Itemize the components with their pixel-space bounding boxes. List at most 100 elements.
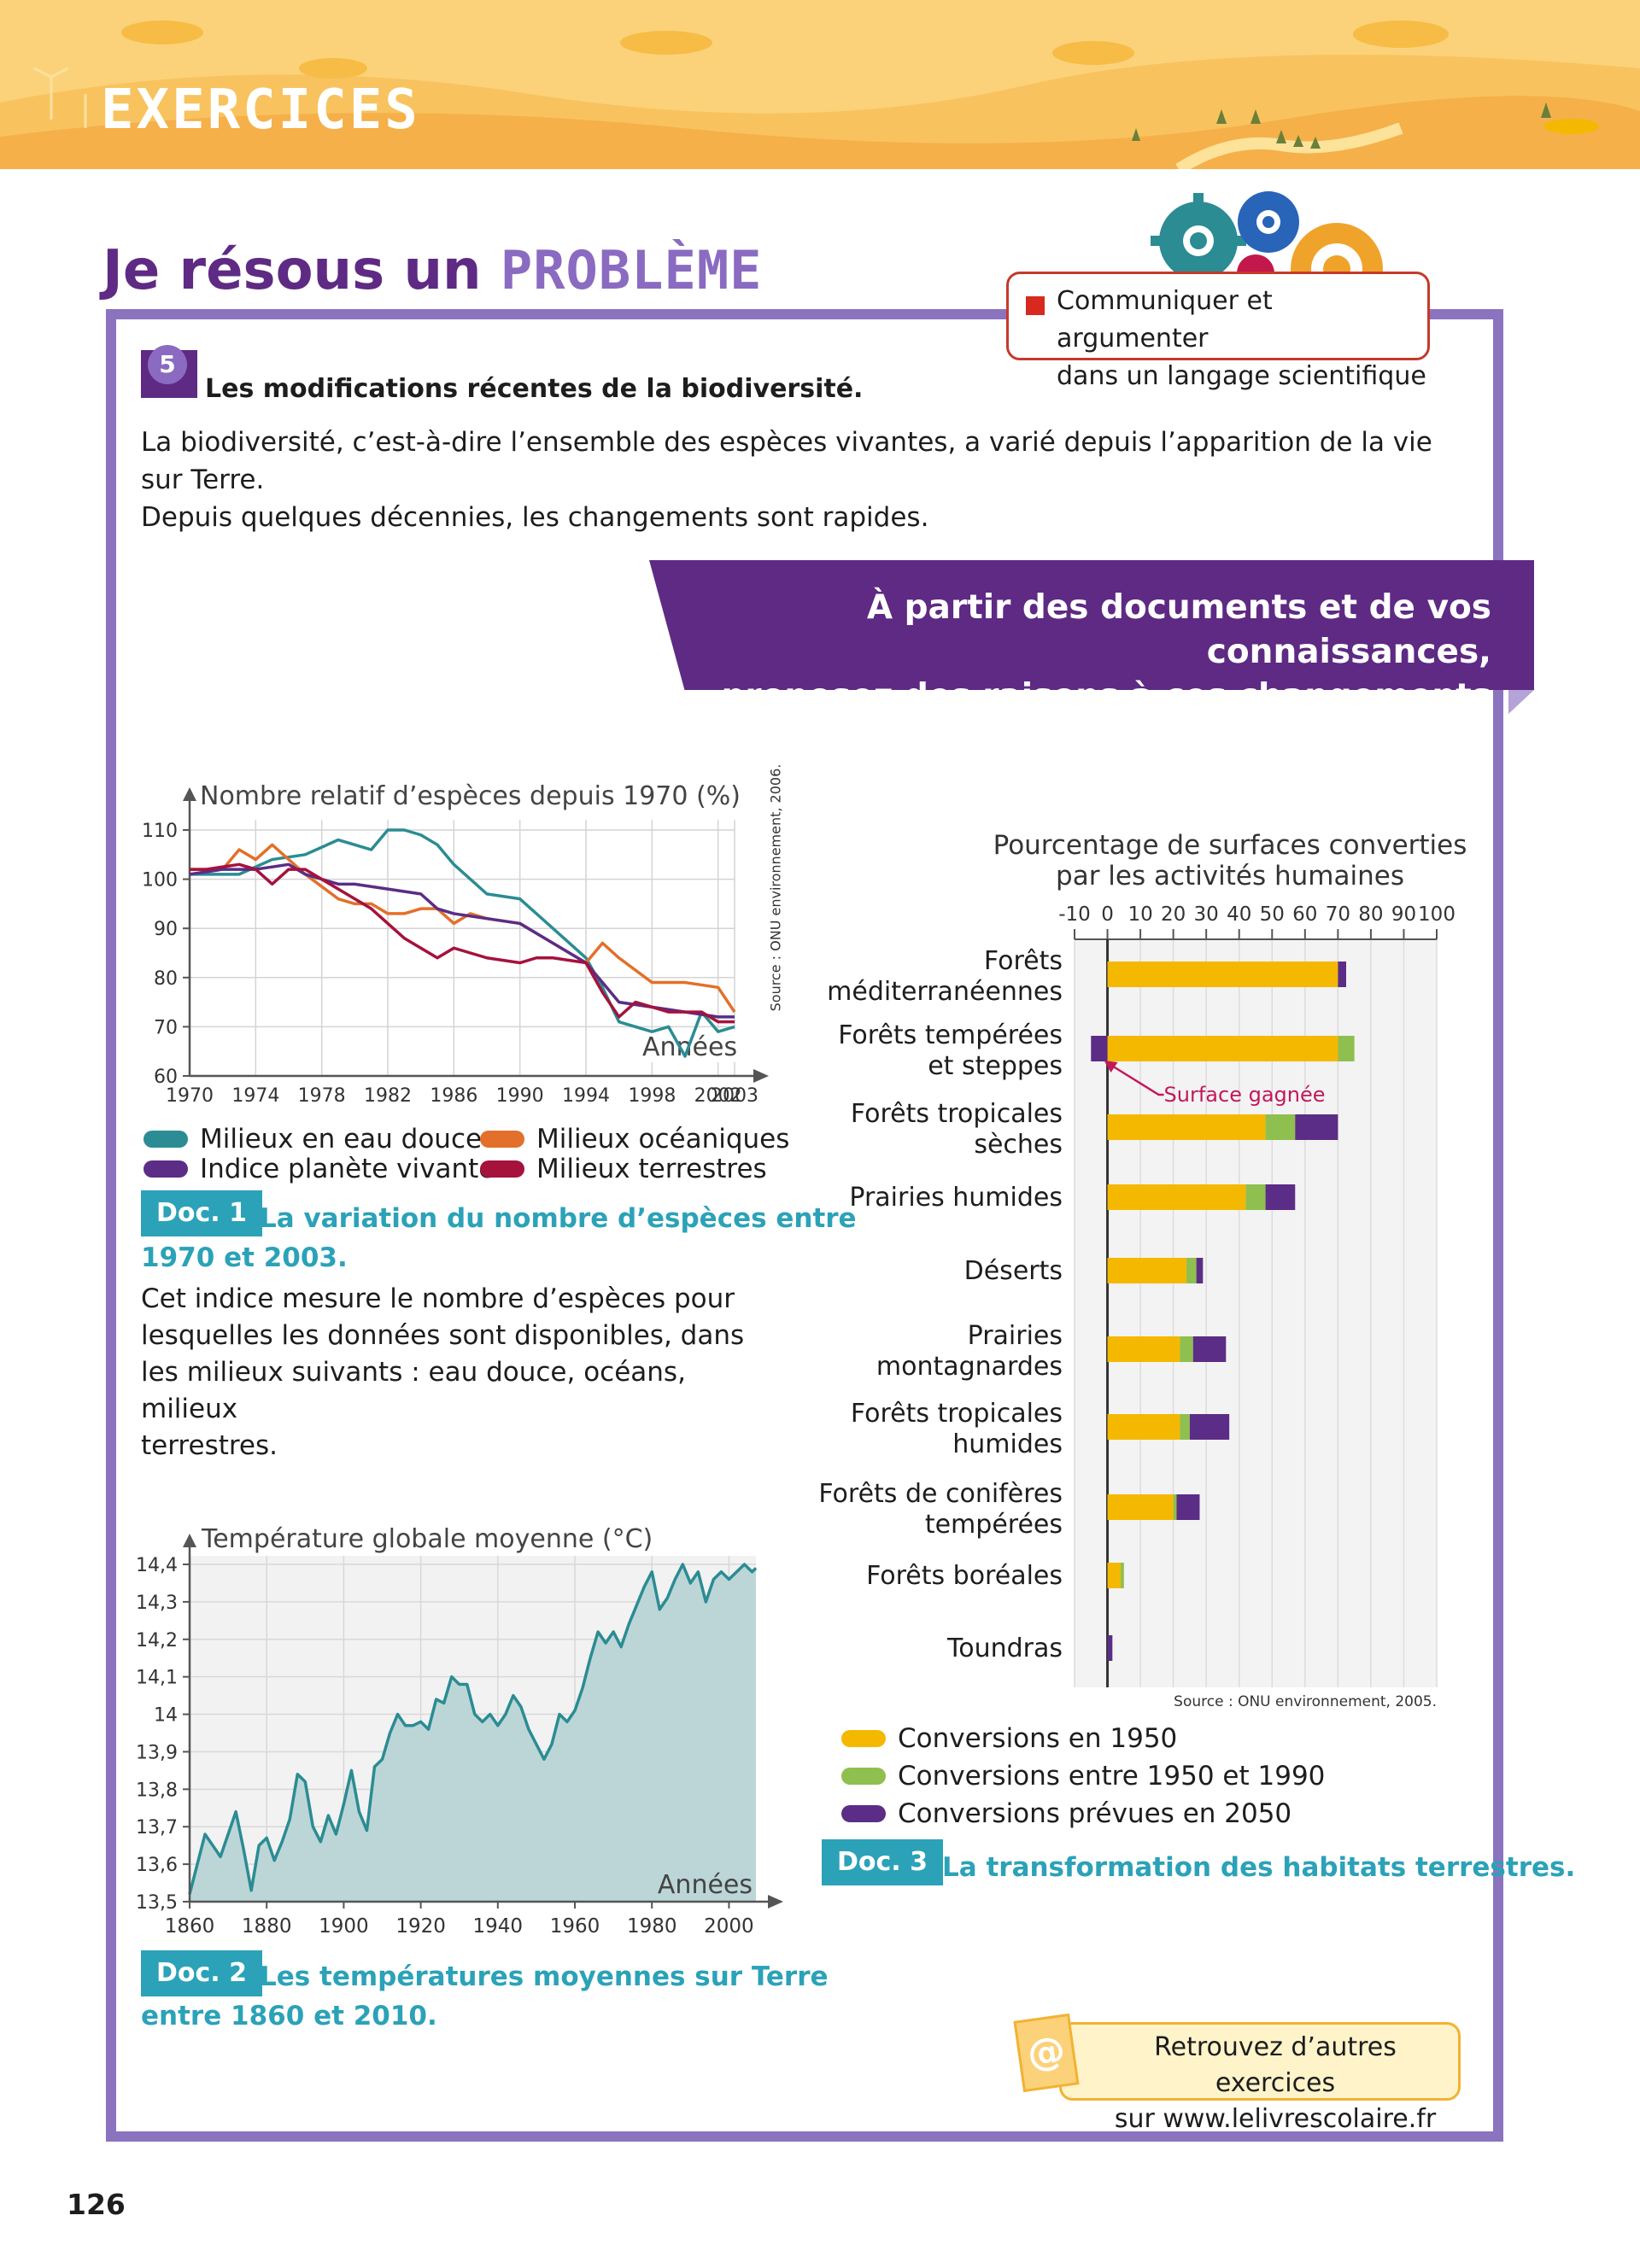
y-tick-label: 14 (154, 1705, 178, 1727)
task-banner: À partir des documents et de vos connais… (649, 560, 1534, 690)
bar-segment-0 (1107, 962, 1338, 987)
legend-swatch-freshwater (144, 1131, 188, 1148)
website-callout[interactable]: Retrouvez d’autres exercices sur www.lel… (1059, 2022, 1461, 2134)
category-label: humides (952, 1429, 1063, 1459)
doc3-label: Doc. 3 (822, 1839, 944, 1885)
doc1-text: Cet indice mesure le nombre d’espèces po… (141, 1281, 773, 1464)
y-tick-label: 70 (154, 1017, 178, 1038)
category-label: Forêts tempérées (838, 1020, 1063, 1050)
category-label: sèches (974, 1130, 1063, 1160)
x-tick-label: 1880 (242, 1915, 292, 1938)
bar-segment-0 (1107, 1114, 1266, 1140)
x-tick-label: 50 (1260, 903, 1285, 926)
bar-segment-1 (1186, 1258, 1197, 1283)
legend-swatch-1950-1990 (841, 1768, 886, 1785)
x-tick-label: 1982 (364, 1085, 412, 1107)
exercise-intro: La biodiversité, c’est-à-dire l’ensemble… (141, 424, 1473, 536)
y-axis-title: Température globale moyenne (°C) (201, 1524, 653, 1554)
x-tick-label: 1920 (395, 1915, 446, 1938)
y-tick-label: 13,8 (137, 1780, 178, 1801)
category-label: méditerranéennes (827, 977, 1063, 1007)
legend-label-2050: Conversions prévues en 2050 (898, 1798, 1292, 1829)
y-axis-arrow (183, 1534, 196, 1547)
x-axis-title: Années (658, 1870, 753, 1900)
legend-swatch-ocean (480, 1131, 524, 1148)
y-axis-arrow (183, 787, 196, 801)
y-tick-label: 80 (154, 968, 178, 990)
page-title-prefix: Je résous un (102, 239, 482, 302)
x-tick-label: 30 (1194, 903, 1219, 926)
doc1-line-chart: 1970 1974 1978 1982 1986 1990 1994 1998 20022003… (142, 781, 769, 1107)
x-tick-label: 1994 (562, 1085, 610, 1107)
annotation-arrow (1104, 1061, 1118, 1073)
x-tick-label: 2000 (704, 1915, 754, 1938)
y-tick-label: 13,6 (137, 1855, 178, 1876)
x-tick-label: 20 (1161, 903, 1186, 926)
doc1-text-line-2: lesquelles les données sont disponibles,… (141, 1320, 745, 1351)
skill-line-2: dans un langage scientifique (1057, 361, 1426, 391)
gears-icon (1151, 191, 1383, 282)
website-line-1: Retrouvez d’autres exercices (1154, 2032, 1397, 2098)
category-label: Forêts boréales (866, 1561, 1063, 1591)
x-tick-label: 0 (1101, 903, 1114, 926)
intro-line-2: Depuis quelques décennies, les changemen… (141, 502, 929, 533)
x-tick-label: 80 (1358, 903, 1383, 926)
legend-label-planet: Indice planète vivante (200, 1154, 495, 1184)
bar-segment-0 (1107, 1184, 1246, 1210)
category-label: Prairies humides (849, 1183, 1063, 1213)
bar-segment-1 (1338, 1036, 1355, 1061)
bar-segment-2 (1192, 1336, 1227, 1362)
doc1-text-line-3: les milieux suivants : eau douce, océans… (141, 1357, 686, 1424)
skill-square-icon (1026, 296, 1045, 315)
category-label: Déserts (964, 1256, 1063, 1286)
x-tick-label: 2003 (711, 1085, 758, 1107)
legend-label-1950-1990: Conversions entre 1950 et 1990 (898, 1761, 1326, 1792)
x-tick-label: -10 (1058, 903, 1091, 926)
x-tick-label: 1970 (166, 1085, 214, 1107)
x-axis-arrow (768, 1895, 783, 1909)
category-label: montagnardes (876, 1352, 1063, 1382)
x-tick-label: 1986 (430, 1085, 477, 1107)
legend-label-freshwater: Milieux en eau douce (200, 1124, 483, 1154)
legend-2050: Conversions prévues en 2050 (841, 1798, 1292, 1829)
y-tick-label: 13,5 (137, 1892, 178, 1914)
x-tick-label: 1990 (496, 1085, 544, 1107)
legend-swatch-planet (144, 1160, 188, 1178)
doc2-area-chart: 1860 1880 1900 1920 1940 1960 1980 2000 13,5 13,6… (137, 1524, 783, 1938)
bar-segment-0 (1107, 1036, 1338, 1061)
exercise-number: 5 (148, 345, 187, 384)
x-tick-label: 40 (1227, 903, 1251, 926)
page-number: 126 (67, 2188, 126, 2221)
bar-segment-1 (1173, 1494, 1177, 1520)
legend-1950: Conversions en 1950 (841, 1723, 1177, 1754)
skill-line-1: Communiquer et argumenter (1057, 286, 1273, 354)
legend-planet: Indice planète vivante (144, 1154, 495, 1184)
y-tick-label: 13,7 (137, 1817, 178, 1838)
plot-background (1075, 939, 1437, 1687)
task-line-1: À partir des documents et de vos connais… (866, 588, 1491, 671)
x-tick-label: 2002 (694, 1085, 742, 1107)
bar-segment-1 (1120, 1563, 1124, 1588)
x-tick-label: 1860 (165, 1915, 215, 1938)
x-tick-label: 1998 (628, 1085, 676, 1107)
legend-terrestrial: Milieux terrestres (480, 1154, 767, 1184)
x-tick-label: 100 (1418, 903, 1456, 926)
bar-segment-0 (1107, 1414, 1180, 1440)
intro-line-1: La biodiversité, c’est-à-dire l’ensemble… (141, 427, 1432, 495)
x-tick-label: 1974 (231, 1085, 279, 1107)
bar-segment-0 (1107, 1258, 1187, 1283)
bar-segment-2 (1295, 1114, 1338, 1140)
bar-segment-2 (1265, 1184, 1296, 1210)
x-tick-label: 10 (1128, 903, 1152, 926)
doc3-title: La transformation des habitats terrestre… (942, 1852, 1576, 1883)
x-tick-label: 1960 (550, 1915, 600, 1938)
header-banner: EXERCICES (0, 0, 1640, 169)
bar-segment-2 (1091, 1036, 1108, 1061)
page-title: Je résous un PROBLÈME (102, 239, 763, 302)
bar-segment-0 (1107, 1563, 1121, 1588)
temperature-line (188, 1563, 758, 1895)
bar-segment-2 (1189, 1414, 1230, 1440)
exercise-number-badge: 5 (141, 345, 197, 398)
y-tick-label: 90 (154, 919, 178, 940)
bar-segment-2 (1338, 962, 1346, 987)
